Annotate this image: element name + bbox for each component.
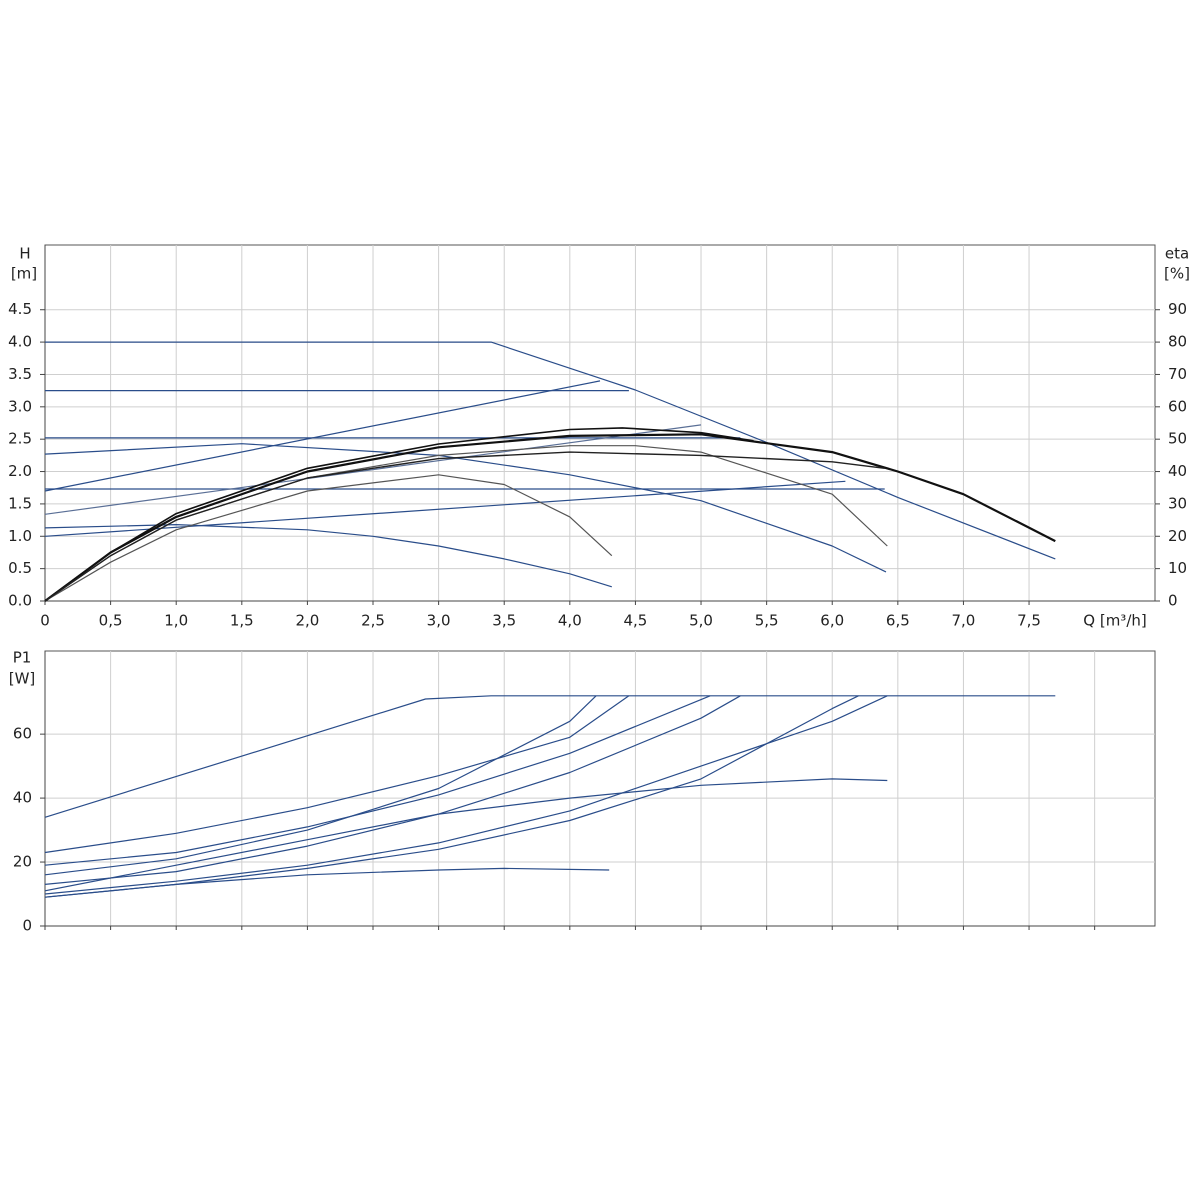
y-tick-label: 40 [13, 789, 32, 807]
x-tick-label: 5,5 [755, 612, 779, 630]
x-tick-label: 3,0 [427, 612, 451, 630]
y-axis-label: H [19, 245, 30, 263]
x-tick-label: 1,5 [230, 612, 254, 630]
x-tick-label: 1,0 [164, 612, 188, 630]
y-tick-label: 3.5 [8, 365, 32, 383]
y2-axis-unit: [%] [1164, 265, 1190, 283]
x-tick-label: 0,5 [99, 612, 123, 630]
curve [44, 474, 613, 602]
curve [44, 695, 597, 876]
y2-tick-label: 80 [1168, 333, 1187, 351]
curve [44, 380, 601, 492]
y2-tick-label: 20 [1168, 527, 1187, 545]
y-axis-label: P1 [13, 649, 32, 667]
y-tick-label: 2.0 [8, 462, 32, 480]
curve [44, 480, 846, 537]
y2-tick-label: 30 [1168, 494, 1187, 512]
curve [44, 695, 888, 895]
x-tick-label: 5,0 [689, 612, 713, 630]
curve [44, 778, 888, 892]
y-tick-label: 20 [13, 853, 32, 871]
y2-tick-label: 40 [1168, 462, 1187, 480]
y-tick-label: 1.0 [8, 527, 32, 545]
x-tick-label: 0 [40, 612, 50, 630]
x-tick-label: 6,5 [886, 612, 910, 630]
curve [44, 695, 630, 854]
y-tick-label: 1.5 [8, 494, 32, 512]
x-tick-label: 2,5 [361, 612, 385, 630]
y-axis-unit: [m] [11, 265, 37, 283]
curve [44, 695, 711, 866]
x-tick-label: 6,0 [820, 612, 844, 630]
plot-area [44, 650, 1156, 927]
y2-tick-label: 90 [1168, 300, 1187, 318]
plot-area [44, 244, 1156, 602]
curve [45, 341, 1056, 560]
y-tick-label: 60 [13, 725, 32, 743]
y-tick-label: 0.0 [8, 592, 32, 610]
y-tick-label: 3.0 [8, 397, 32, 415]
y2-axis-label: eta [1165, 245, 1189, 263]
x-tick-label: 7,0 [952, 612, 976, 630]
y2-tick-label: 60 [1168, 397, 1187, 415]
x-axis-label: Q [m³/h] [1083, 612, 1146, 630]
curve [44, 433, 1056, 602]
x-tick-label: 7,5 [1017, 612, 1041, 630]
y2-tick-label: 0 [1168, 592, 1178, 610]
curve [44, 695, 1056, 818]
y2-tick-label: 10 [1168, 559, 1187, 577]
curve [44, 524, 612, 588]
y-tick-label: 2.5 [8, 430, 32, 448]
x-tick-label: 4,0 [558, 612, 582, 630]
curve [44, 427, 754, 602]
x-tick-label: 2,0 [295, 612, 319, 630]
y-tick-label: 4.5 [8, 300, 32, 318]
curve [44, 424, 702, 515]
curve [44, 451, 885, 602]
curve [44, 695, 741, 885]
y-tick-label: 4.0 [8, 333, 32, 351]
y-tick-label: 0.5 [8, 559, 32, 577]
curve [44, 695, 859, 898]
y-axis-unit: [W] [9, 670, 36, 688]
y2-tick-label: 70 [1168, 365, 1187, 383]
curve [44, 443, 887, 573]
y-tick-label: 0 [22, 917, 32, 935]
y2-tick-label: 50 [1168, 430, 1187, 448]
x-tick-label: 4,5 [623, 612, 647, 630]
x-tick-label: 3,5 [492, 612, 516, 630]
